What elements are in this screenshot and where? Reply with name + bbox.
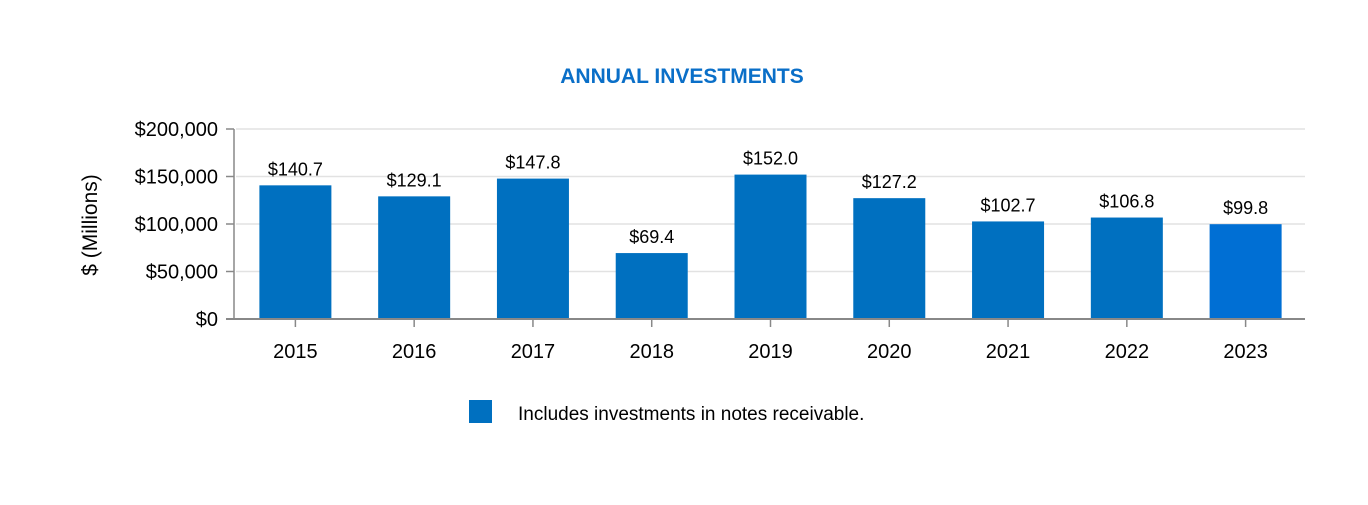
x-tick-label: 2023 [1223,341,1268,363]
y-tick-label: $200,000 [135,119,218,141]
x-tick-label: 2015 [273,341,318,363]
bar-2021 [972,221,1045,319]
x-tick-label: 2018 [629,341,674,363]
data-label: $152.0 [743,149,798,169]
x-tick-label: 2020 [867,341,912,363]
x-tick-label: 2019 [748,341,793,363]
legend-label: Includes investments in notes receivable… [518,404,864,425]
data-label: $102.7 [981,195,1036,215]
bar-2018 [615,253,688,319]
y-tick-label: $0 [196,309,218,331]
bar-2017 [496,178,569,319]
bar-2020 [853,198,926,319]
x-tick-label: 2022 [1105,341,1150,363]
y-tick-label: $50,000 [146,262,218,284]
bar-2015 [259,185,332,319]
x-tick-label: 2021 [986,341,1031,363]
data-label: $127.2 [862,172,917,192]
legend: Includes investments in notes receivable… [469,400,864,425]
bar-2016 [378,196,451,319]
x-tick-label: 2016 [392,341,437,363]
y-tick-label: $100,000 [135,214,218,236]
legend-swatch [469,400,492,423]
bar-2019 [734,174,807,319]
bar-2022 [1090,217,1163,319]
data-label: $106.8 [1099,192,1154,212]
data-label: $140.7 [268,159,323,179]
y-tick-label: $150,000 [135,167,218,189]
data-label: $99.8 [1223,198,1268,218]
chart-title: ANNUAL INVESTMENTS [560,65,803,88]
x-tick-label: 2017 [511,341,556,363]
bar-2023 [1209,224,1282,319]
y-axis-label: $ (Millions) [79,174,102,276]
data-label: $147.8 [505,153,560,173]
data-label: $69.4 [629,227,674,247]
data-label: $129.1 [387,170,442,190]
